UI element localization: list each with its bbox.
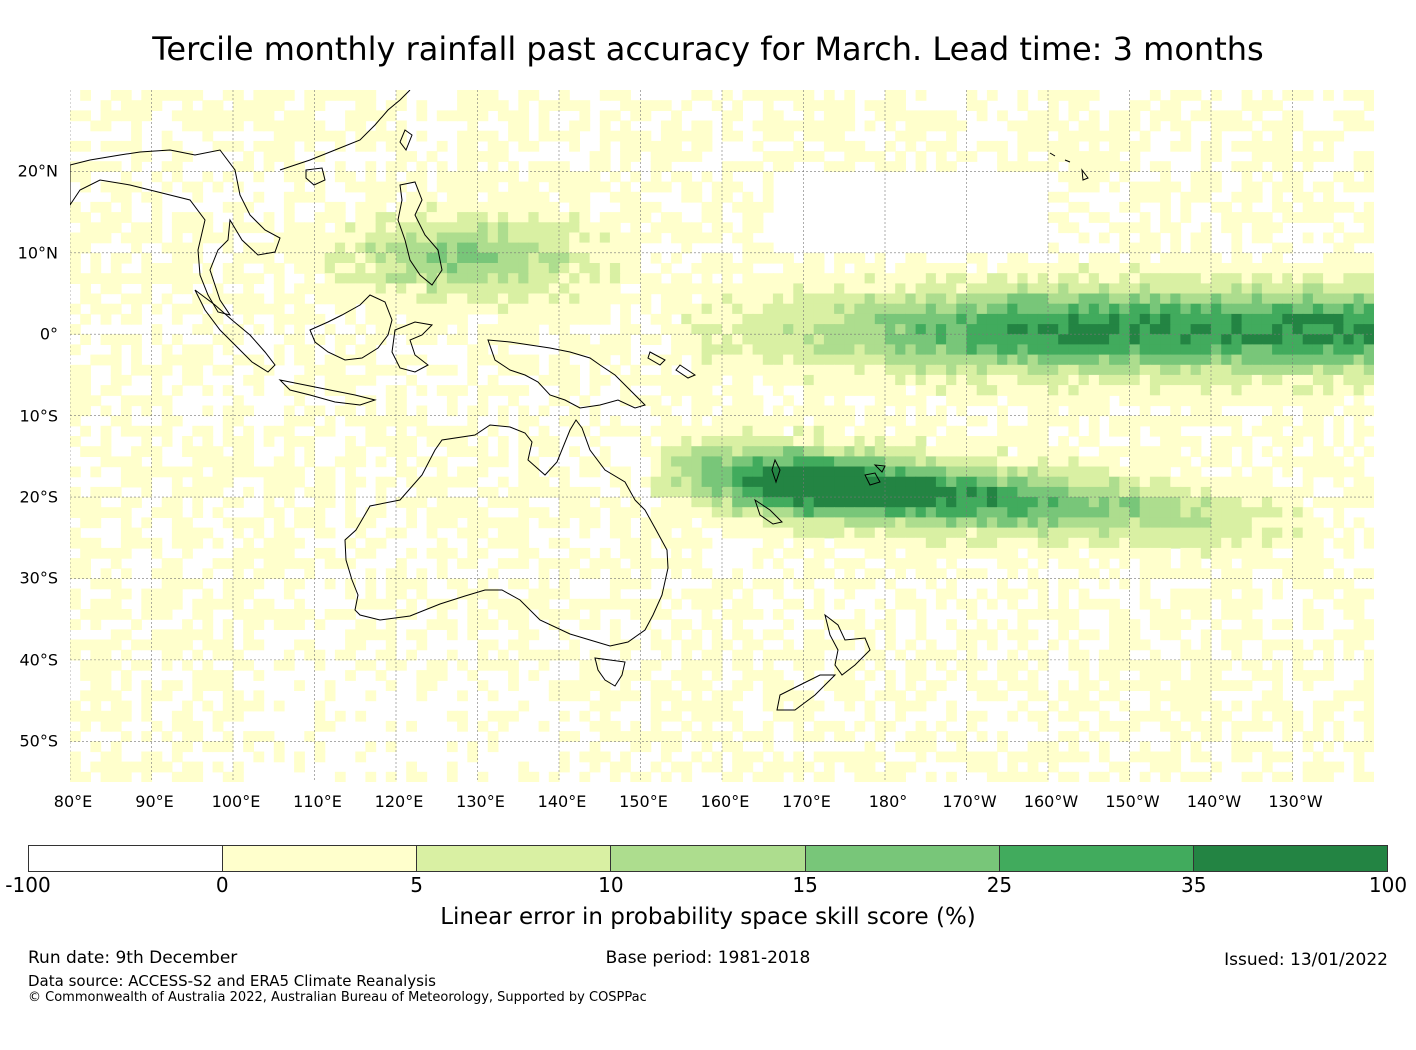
longitude-label: 120°E: [374, 792, 424, 811]
colorbar-segment: [223, 846, 418, 871]
colorbar-label: Linear error in probability space skill …: [440, 904, 976, 930]
data-source: Data source: ACCESS-S2 and ERA5 Climate …: [28, 972, 436, 990]
colorbar-tick-label: 35: [1180, 873, 1207, 897]
longitude-label: 160°E: [700, 792, 750, 811]
coastline-new-guinea: [487, 339, 646, 409]
coastline-sumatra: [194, 289, 276, 373]
coastline-vanuatu: [771, 458, 781, 484]
coastline-australia: [344, 419, 669, 647]
coastlines: [70, 90, 1089, 711]
longitude-label: 140°W: [1186, 792, 1242, 811]
coastline-tasmania: [594, 657, 626, 687]
latitude-label: 20°S: [19, 487, 58, 507]
colorbar-tick-label: 0: [215, 873, 229, 897]
longitude-label: 110°E: [293, 792, 342, 811]
colorbar-tick-label: 100: [1368, 873, 1408, 897]
coastline-borneo: [309, 294, 393, 361]
colorbar-tick-label: 5: [410, 873, 423, 897]
colorbar-segment: [999, 846, 1194, 871]
graticule: [70, 90, 1374, 782]
coastline-sulawesi: [391, 321, 434, 373]
coastline-solomons: [647, 351, 697, 379]
coastline-fiji: [864, 464, 886, 486]
colorbar-segment: [611, 846, 806, 871]
longitude-label: 150°E: [619, 792, 668, 811]
skill-score-map: [70, 90, 1374, 782]
coastline-new-caledonia: [754, 498, 783, 525]
longitude-label: 80°E: [53, 792, 93, 811]
colorbar-segment: [417, 846, 612, 871]
coastline-java: [278, 379, 377, 406]
colorbar-tick-label: -100: [5, 873, 51, 897]
coastline-indochina: [70, 149, 281, 316]
longitude-label: 170°W: [942, 792, 997, 811]
copyright: © Commonwealth of Australia 2022, Austra…: [28, 990, 647, 1005]
colorbar: [28, 845, 1388, 872]
latitude-label: 20°N: [17, 161, 58, 181]
colorbar-tick-label: 25: [986, 873, 1013, 897]
coastline-hawaii: [1049, 152, 1089, 181]
colorbar-segment: [29, 846, 224, 871]
longitude-label: 90°E: [135, 792, 174, 811]
longitude-label: 140°E: [537, 792, 587, 811]
longitude-label: 150°W: [1105, 792, 1160, 811]
run-date: Run date: 9th December: [28, 948, 238, 968]
latitude-label: 30°S: [19, 568, 58, 588]
longitude-label: 100°E: [211, 792, 261, 811]
latitude-label: 10°S: [19, 406, 58, 426]
latitude-label: 0°: [39, 324, 58, 344]
colorbar-tick-label: 15: [792, 873, 818, 897]
base-period: Base period: 1981-2018: [605, 948, 811, 968]
colorbar-tick-label: 10: [598, 873, 624, 897]
coastline-hainan: [305, 167, 326, 186]
coastline-taiwan: [399, 129, 413, 152]
colorbar-segment: [1193, 846, 1387, 871]
coastline-new-zealand-south: [776, 674, 837, 711]
longitude-label: 180°: [868, 792, 908, 811]
colorbar-segment: [805, 846, 1000, 871]
longitude-label: 160°W: [1023, 792, 1079, 811]
longitude-label: 130°W: [1268, 792, 1323, 811]
coastline-new-zealand-north: [824, 613, 871, 676]
longitude-label: 130°E: [456, 792, 505, 811]
coastline-asia-north: [279, 90, 411, 171]
map-title: Tercile monthly rainfall past accuracy f…: [152, 30, 1264, 68]
latitude-label: 10°N: [17, 243, 58, 263]
latitude-label: 50°S: [19, 731, 58, 751]
issued-date: Issued: 13/01/2022: [1224, 950, 1388, 970]
longitude-label: 170°E: [782, 792, 831, 811]
coastline-philippines: [397, 181, 443, 286]
latitude-label: 40°S: [19, 650, 58, 670]
skill-grid: [70, 90, 1374, 782]
